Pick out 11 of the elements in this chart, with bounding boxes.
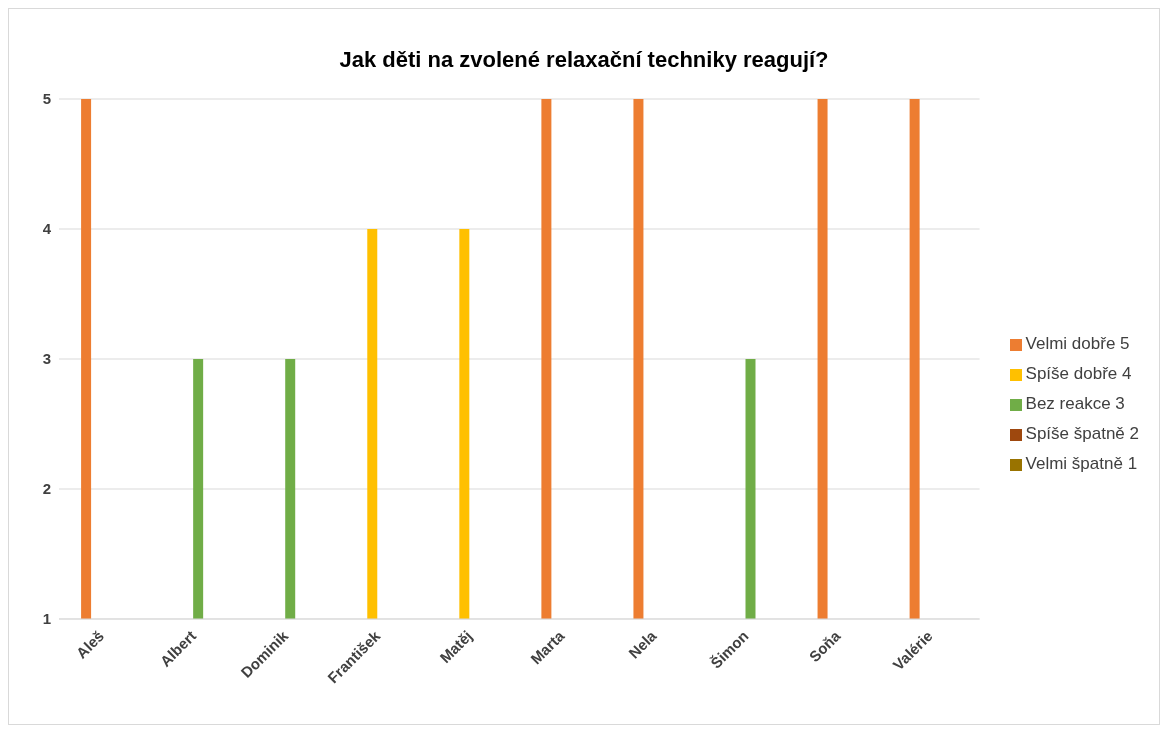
legend-label: Velmi špatně 1 <box>1025 454 1138 473</box>
legend-label: Spíše špatně 2 <box>1025 424 1139 443</box>
y-tick-label: 5 <box>42 90 51 108</box>
y-tick-label: 4 <box>42 220 52 238</box>
legend-label: Bez reakce 3 <box>1025 394 1125 413</box>
y-tick-label: 3 <box>42 350 51 368</box>
legend-label: Spíše dobře 4 <box>1025 364 1132 383</box>
y-tick-label: 1 <box>42 610 51 628</box>
chart-title: Jak děti na zvolené relaxační techniky reagují? <box>338 47 830 73</box>
legend-label: Velmi dobře 5 <box>1025 334 1130 353</box>
y-tick-label: 2 <box>42 480 51 498</box>
